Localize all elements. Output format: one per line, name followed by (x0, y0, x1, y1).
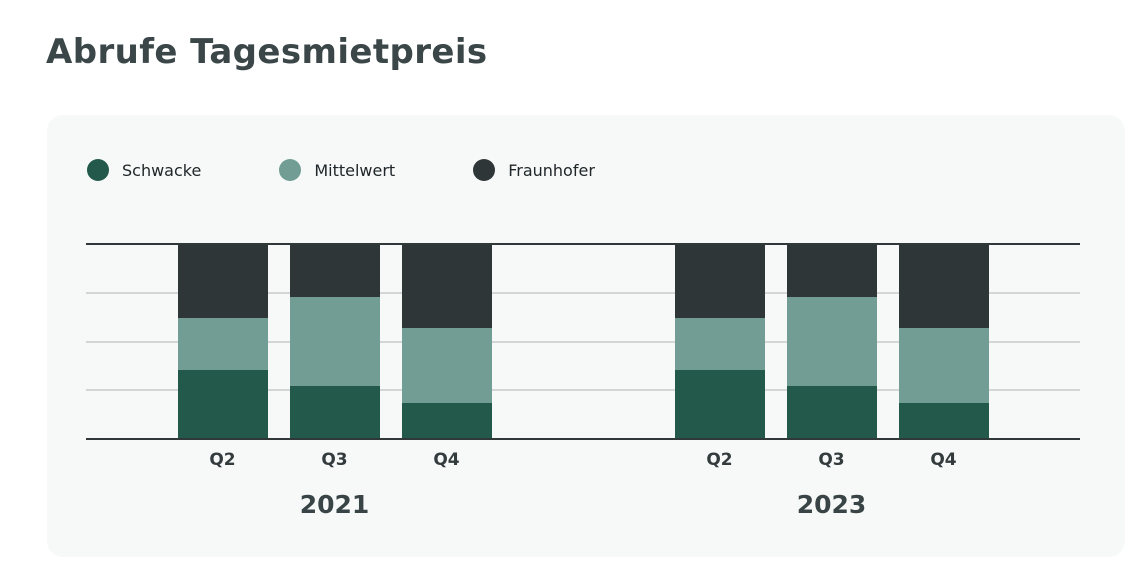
page-title: Abrufe Tagesmietpreis (46, 32, 488, 72)
bar-2023-q4 (898, 245, 989, 438)
year-labels: 2021 2023 (86, 489, 1080, 521)
gridline (86, 388, 1080, 391)
bar-segment-fraunhofer[interactable] (289, 245, 380, 298)
x-axis-group-2023: Q2 Q3 Q4 (583, 449, 1080, 471)
legend-dot-icon (279, 159, 302, 181)
bar-group-2021 (86, 245, 583, 438)
bar-segment-mittelwert[interactable] (177, 318, 268, 371)
bar-group-2023 (583, 245, 1080, 438)
bar-segment-schwacke[interactable] (674, 370, 765, 438)
legend-label: Fraunhofer (508, 160, 595, 180)
bar-segment-mittelwert[interactable] (674, 318, 765, 371)
bar-segment-schwacke[interactable] (289, 385, 380, 438)
bar-segment-mittelwert[interactable] (289, 297, 380, 386)
legend-dot-icon (87, 159, 109, 181)
bar-2021-q3 (289, 245, 380, 438)
bar-segment-fraunhofer[interactable] (177, 245, 268, 319)
quarter-label: Q2 (706, 450, 733, 470)
bar-segment-fraunhofer[interactable] (898, 245, 989, 328)
gridline (86, 340, 1080, 343)
legend-item-schwacke[interactable]: Schwacke (87, 159, 201, 181)
x-axis-labels: Q2 Q3 Q4 Q2 Q3 Q4 (86, 449, 1080, 471)
quarter-label: Q2 (209, 450, 236, 470)
year-label: 2023 (796, 490, 867, 519)
x-axis-group-2021: Q2 Q3 Q4 (86, 449, 583, 471)
bar-segment-schwacke[interactable] (898, 403, 989, 438)
bar-2021-q4 (401, 245, 492, 438)
bar-segment-fraunhofer[interactable] (674, 245, 765, 319)
legend-label: Schwacke (122, 160, 202, 180)
bar-2023-q2 (674, 245, 765, 438)
chart-card: Schwacke Mittelwert Fraunhofer Q2 Q3 Q4 Q2 Q3 Q… (47, 115, 1125, 557)
legend-item-mittelwert[interactable]: Mittelwert (279, 159, 395, 181)
bar-segment-mittelwert[interactable] (786, 297, 877, 386)
bar-segment-schwacke[interactable] (786, 385, 877, 438)
bar-segment-fraunhofer[interactable] (401, 245, 492, 328)
bar-segment-fraunhofer[interactable] (786, 245, 877, 298)
bar-2021-q2 (177, 245, 268, 438)
bar-segment-schwacke[interactable] (401, 403, 492, 438)
year-label: 2021 (299, 490, 370, 519)
quarter-label: Q4 (930, 450, 957, 470)
gridline (86, 292, 1080, 295)
legend-item-fraunhofer[interactable]: Fraunhofer (473, 159, 595, 181)
chart-legend: Schwacke Mittelwert Fraunhofer (87, 159, 595, 181)
bar-segment-mittelwert[interactable] (898, 327, 989, 404)
quarter-label: Q3 (818, 450, 845, 470)
legend-dot-icon (473, 159, 496, 181)
quarter-label: Q4 (433, 450, 460, 470)
quarter-label: Q3 (321, 450, 348, 470)
plot-area (86, 243, 1080, 440)
bar-segment-schwacke[interactable] (177, 370, 268, 438)
bar-segment-mittelwert[interactable] (401, 327, 492, 404)
bar-2023-q3 (786, 245, 877, 438)
legend-label: Mittelwert (314, 160, 396, 180)
